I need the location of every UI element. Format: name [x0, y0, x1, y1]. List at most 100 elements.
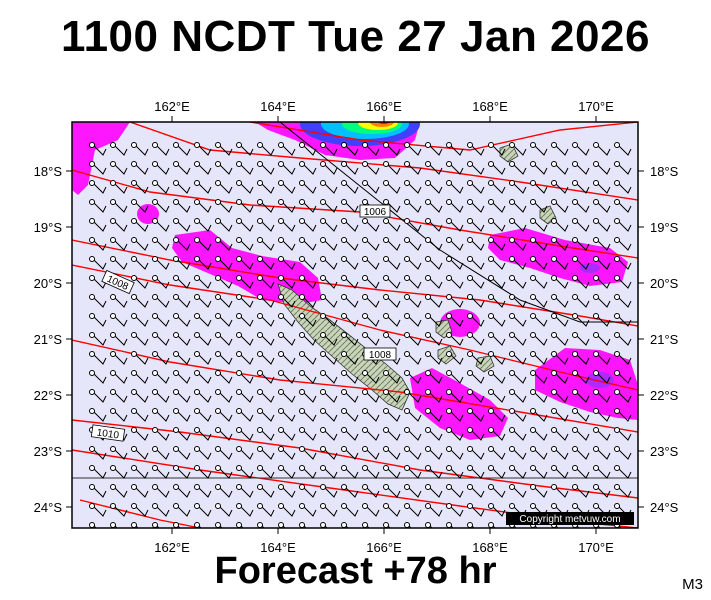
- wind-barb: [194, 256, 212, 270]
- wind-barb: [530, 446, 548, 460]
- wind-barb: [299, 294, 317, 308]
- wind-barb: [257, 389, 275, 403]
- wind-barb: [131, 313, 149, 327]
- wind-barb: [341, 370, 359, 384]
- wind-barb: [278, 332, 296, 346]
- lat-label-right: 23°S: [650, 444, 679, 459]
- wind-barb: [257, 332, 275, 346]
- wind-barb: [215, 161, 233, 175]
- wind-barb: [320, 389, 338, 403]
- wind-barb: [362, 427, 380, 441]
- lon-label-top: 166°E: [366, 99, 402, 114]
- wind-barb: [362, 446, 380, 460]
- wind-barb: [488, 218, 506, 232]
- wind-barb: [236, 199, 254, 213]
- wind-barb: [341, 484, 359, 498]
- wind-barb: [341, 199, 359, 213]
- wind-barb: [278, 218, 296, 232]
- wind-barb: [278, 446, 296, 460]
- wind-barb: [404, 161, 422, 175]
- wind-barb: [467, 313, 485, 327]
- wind-barb: [194, 389, 212, 403]
- wind-barb: [425, 237, 443, 251]
- wind-barb: [467, 446, 485, 460]
- wind-barb: [488, 180, 506, 194]
- loyalty-island-3: [475, 355, 495, 373]
- wind-barb: [152, 294, 170, 308]
- wind-barb: [383, 503, 401, 517]
- wind-barb: [425, 161, 443, 175]
- wind-barb: [278, 199, 296, 213]
- lat-label-right: 20°S: [650, 276, 679, 291]
- wind-barb: [572, 370, 590, 384]
- wind-barb: [110, 332, 128, 346]
- lon-label-top: 168°E: [472, 99, 508, 114]
- wind-barb: [425, 389, 443, 403]
- wind-barb: [530, 199, 548, 213]
- wind-barb: [89, 446, 107, 460]
- wind-barb: [131, 446, 149, 460]
- wind-barb: [383, 332, 401, 346]
- wind-barb: [446, 332, 464, 346]
- wind-barb: [299, 313, 317, 327]
- wind-barb: [341, 142, 359, 156]
- wind-barb: [383, 161, 401, 175]
- wind-barb: [110, 389, 128, 403]
- lat-label-right: 19°S: [650, 220, 679, 235]
- wind-barb: [446, 218, 464, 232]
- wind-barb: [131, 142, 149, 156]
- wind-barb: [614, 484, 632, 498]
- wind-barb: [614, 237, 632, 251]
- wind-barb: [194, 161, 212, 175]
- wind-barb: [404, 484, 422, 498]
- wind-barb: [173, 370, 191, 384]
- wind-barb: [299, 465, 317, 479]
- wind-barb: [614, 370, 632, 384]
- wind-barb: [572, 294, 590, 308]
- wind-barb: [110, 503, 128, 517]
- wind-barb: [362, 313, 380, 327]
- wind-barb: [236, 294, 254, 308]
- wind-barb: [467, 199, 485, 213]
- wind-barb: [320, 332, 338, 346]
- wind-barb: [572, 275, 590, 289]
- wind-barb: [278, 294, 296, 308]
- wind-barb: [215, 218, 233, 232]
- wind-barb: [362, 370, 380, 384]
- wind-barb: [572, 332, 590, 346]
- wind-barb: [194, 199, 212, 213]
- wind-barb: [173, 256, 191, 270]
- wind-barb: [467, 237, 485, 251]
- wind-barb: [509, 256, 527, 270]
- wind-barb: [173, 199, 191, 213]
- wind-barb: [257, 218, 275, 232]
- wind-barb: [341, 237, 359, 251]
- wind-barb: [383, 294, 401, 308]
- wind-barb: [425, 370, 443, 384]
- wind-barb: [509, 446, 527, 460]
- wind-barb: [383, 465, 401, 479]
- wind-barb: [131, 503, 149, 517]
- wind-barb: [320, 465, 338, 479]
- wind-barb: [299, 408, 317, 422]
- wind-barb: [278, 465, 296, 479]
- wind-barb: [215, 503, 233, 517]
- wind-barb: [509, 332, 527, 346]
- lat-label-right: 24°S: [650, 500, 679, 515]
- isobar-label-1010: 1010: [90, 424, 126, 442]
- wind-barb: [110, 313, 128, 327]
- wind-barb: [257, 199, 275, 213]
- wind-barb: [194, 503, 212, 517]
- wind-barb: [362, 294, 380, 308]
- wind-barb: [488, 332, 506, 346]
- wind-barb: [362, 180, 380, 194]
- wind-barb: [299, 503, 317, 517]
- wind-barb: [194, 427, 212, 441]
- wind-barb: [383, 218, 401, 232]
- wind-barb: [131, 351, 149, 365]
- wind-barb: [89, 332, 107, 346]
- wind-barb: [593, 237, 611, 251]
- wind-barb: [173, 389, 191, 403]
- wind-barb: [236, 389, 254, 403]
- wind-barb: [299, 237, 317, 251]
